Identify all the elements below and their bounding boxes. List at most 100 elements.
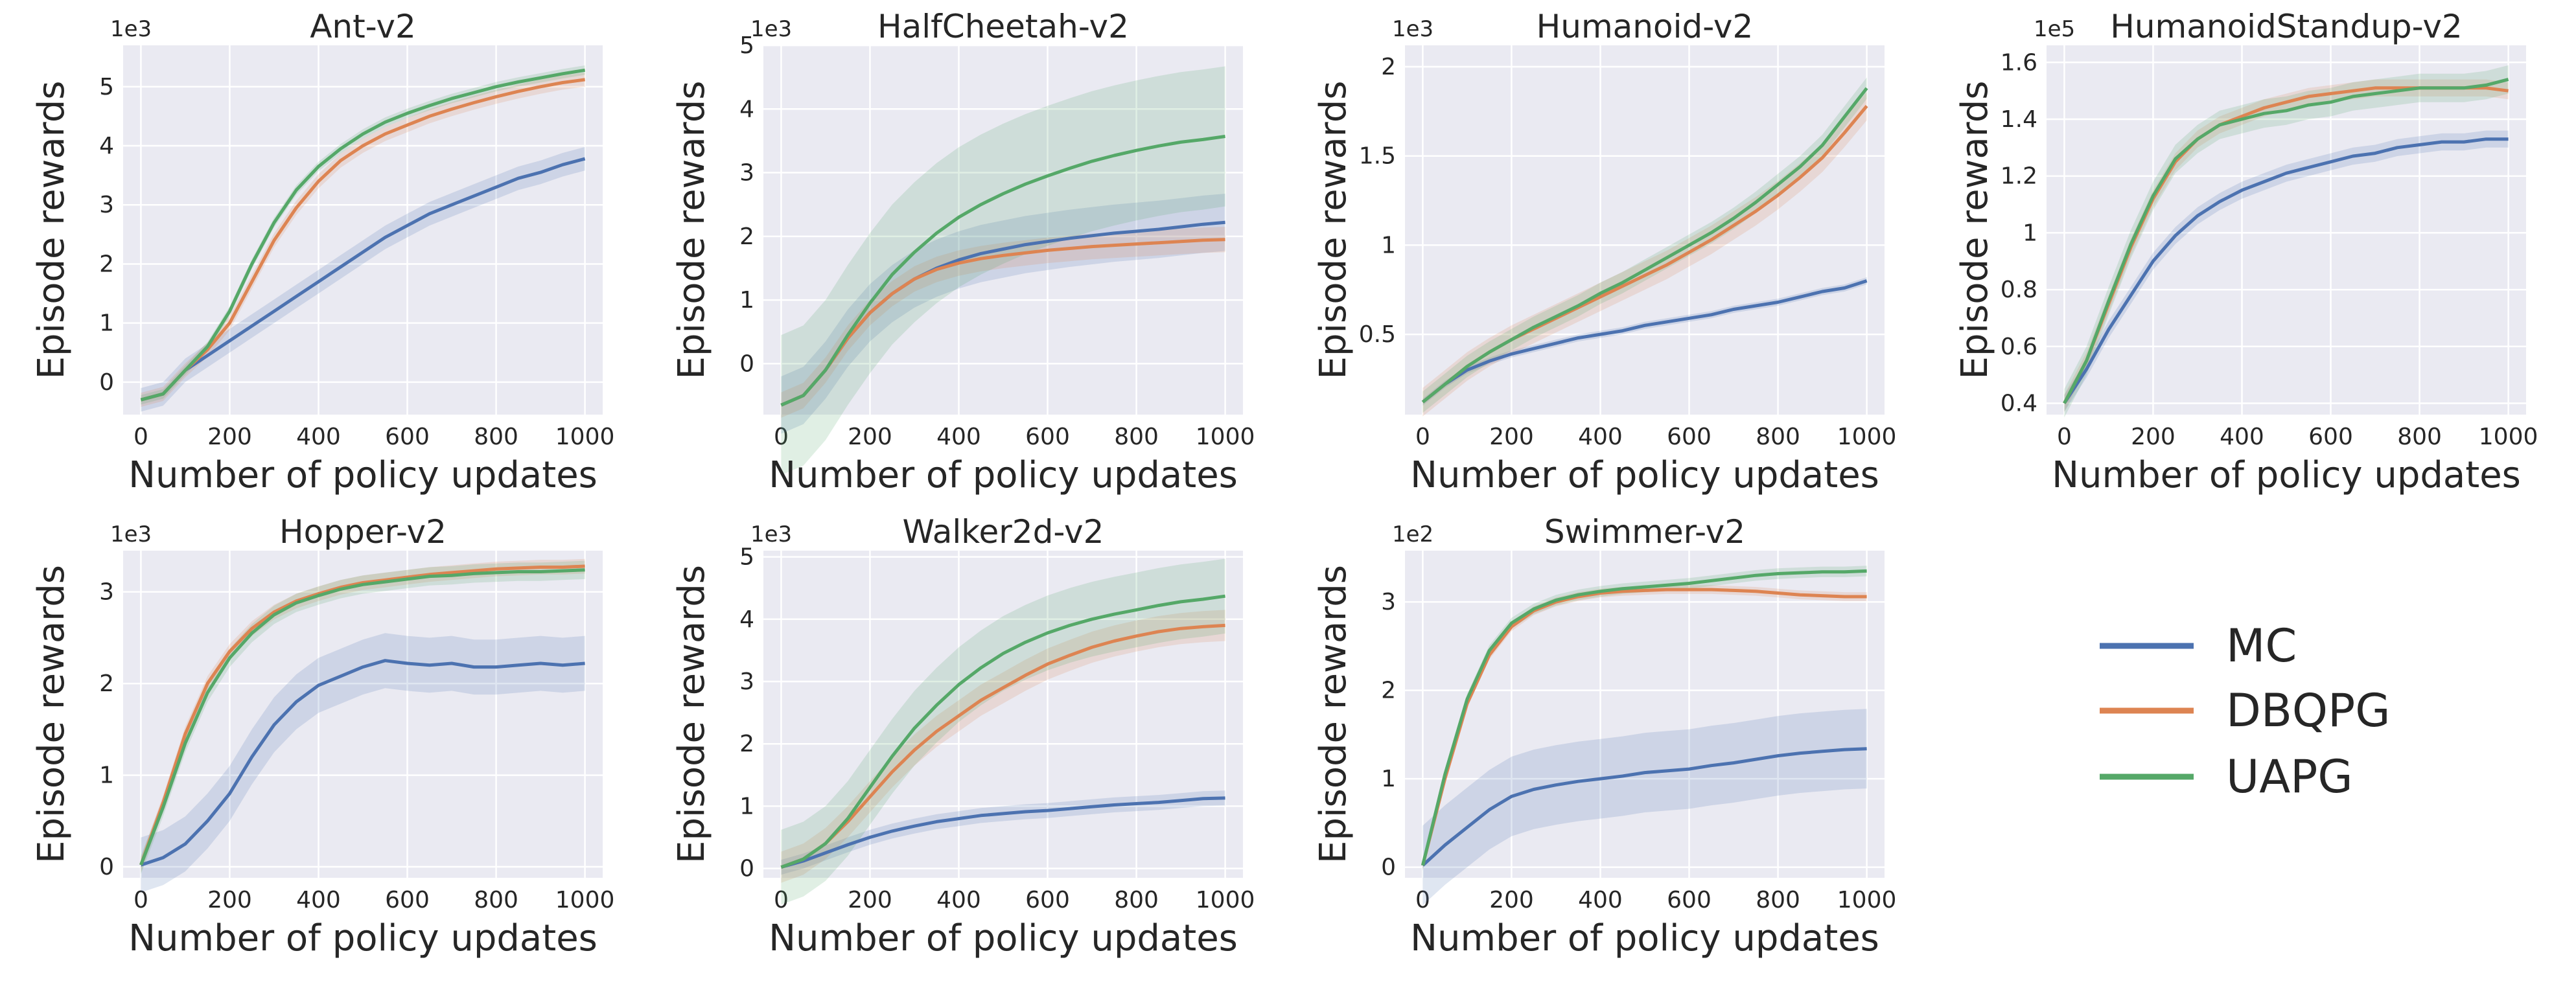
panel-halfcheetah-v2-x-tick-label: 400 — [936, 424, 981, 450]
panel-swimmer-v2-axis-exponent: 1e2 — [1392, 521, 1433, 547]
panel-ant-v2-y-tick-label: 1 — [99, 310, 114, 337]
panel-walker2d-v2-y-tick-label: 2 — [739, 731, 754, 757]
panel-halfcheetah-v2-x-tick-label: 1000 — [1196, 424, 1255, 450]
panel-ant-v2-x-tick-label: 200 — [207, 424, 252, 450]
panel-swimmer-v2-plot-area — [1405, 551, 1885, 878]
panel-hopper-v2-x-tick-label: 400 — [296, 887, 341, 913]
panel-walker2d-v2-band-mc — [781, 790, 1225, 875]
panel-hopper-v2-band-uapg — [141, 560, 585, 875]
panel-walker2d-v2-x-tick-label: 600 — [1025, 887, 1070, 913]
panel-walker2d-v2-line-mc — [780, 796, 1225, 869]
panel-walker2d-v2-y-tick-label: 3 — [739, 669, 754, 695]
panel-humanoid-v2-title: Humanoid-v2 — [1537, 8, 1754, 45]
panel-humanoid-v2-x-tick-label: 1000 — [1837, 424, 1897, 450]
panel-swimmer-v2: 0 200 400 600 800 1000 0 1 2 3 1e2 Swimmer-v2 Number… — [1312, 513, 1896, 959]
legend: MC DBQPG UAPG — [2100, 619, 2390, 803]
panel-halfcheetah-v2-band-dbqpg — [781, 227, 1225, 418]
panel-halfcheetah-v2-title: HalfCheetah-v2 — [877, 8, 1129, 45]
panel-humanoid-v2-x-tick-label: 0 — [1415, 424, 1430, 450]
panel-ant-v2-y-tick-label: 3 — [99, 192, 114, 218]
panel-humanoidstandup-v2-y-tick-label: 0.8 — [2001, 277, 2037, 303]
panel-halfcheetah-v2-y-tick-label: 3 — [739, 160, 754, 187]
panel-humanoid-v2-y-tick-label: 1 — [1381, 232, 1396, 258]
panel-humanoid-v2-x-tick-label: 800 — [1756, 424, 1800, 450]
panel-humanoid-v2: 0 200 400 600 800 1000 0.5 1 1.5 2 1e3 Humanoid-v2 N… — [1312, 8, 1896, 496]
panel-humanoidstandup-v2-axis-exponent: 1e5 — [2034, 16, 2075, 42]
panel-halfcheetah-v2-x-tick-label: 800 — [1114, 424, 1159, 450]
panel-swimmer-v2-x-tick-label: 600 — [1667, 887, 1712, 913]
panel-humanoidstandup-v2-x-tick-label: 1000 — [2479, 424, 2538, 450]
panel-halfcheetah-v2-y-tick-label: 5 — [739, 32, 754, 59]
panel-humanoidstandup-v2-y-tick-label: 1.4 — [2001, 106, 2037, 133]
panel-ant-v2-y-axis-label: Episode rewards — [30, 81, 73, 380]
panel-humanoidstandup-v2-line-uapg — [2063, 78, 2509, 404]
panel-halfcheetah-v2-band-mc — [781, 194, 1225, 434]
panel-humanoidstandup-v2-x-tick-label: 600 — [2308, 424, 2353, 450]
panel-hopper-v2-x-tick-label: 0 — [133, 887, 148, 913]
panel-humanoid-v2-x-tick-label: 400 — [1578, 424, 1623, 450]
panel-hopper-v2-y-tick-label: 2 — [99, 670, 114, 697]
panel-hopper-v2-axis-exponent: 1e3 — [110, 521, 152, 547]
panel-halfcheetah-v2-y-axis-label: Episode rewards — [671, 81, 713, 380]
panel-ant-v2-x-tick-label: 1000 — [555, 424, 615, 450]
panel-hopper-v2-x-tick-label: 200 — [207, 887, 252, 913]
panel-walker2d-v2-x-tick-label: 0 — [774, 887, 789, 913]
panel-humanoidstandup-v2-y-tick-label: 1.2 — [2001, 163, 2037, 190]
panel-ant-v2-title: Ant-v2 — [310, 8, 416, 45]
legend-label-dbqpg: DBQPG — [2226, 684, 2390, 737]
panel-hopper-v2-x-axis-label: Number of policy updates — [128, 917, 598, 959]
panel-halfcheetah-v2-axis-exponent: 1e3 — [750, 16, 792, 42]
panel-walker2d-v2-y-axis-label: Episode rewards — [671, 565, 713, 864]
panel-humanoidstandup-v2-y-tick-label: 1 — [2023, 220, 2037, 246]
panel-walker2d-v2-band-uapg — [781, 558, 1225, 905]
panel-walker2d-v2-y-tick-label: 5 — [739, 544, 754, 571]
panel-humanoidstandup-v2: 0 200 400 600 800 1000 0.4 0.6 0.8 1 1.2 1.4 1.6 1e5 H… — [1954, 8, 2538, 496]
panel-walker2d-v2-band-dbqpg — [781, 610, 1225, 883]
panel-halfcheetah-v2-band-uapg — [781, 66, 1225, 476]
panel-ant-v2-x-tick-label: 600 — [385, 424, 430, 450]
panel-swimmer-v2-title: Swimmer-v2 — [1544, 513, 1745, 551]
panel-walker2d-v2-y-tick-label: 1 — [739, 793, 754, 819]
panel-walker2d-v2-y-tick-label: 4 — [739, 606, 754, 633]
panel-hopper-v2-line-uapg — [139, 568, 585, 866]
panel-humanoidstandup-v2-y-tick-label: 0.6 — [2001, 334, 2037, 360]
panel-humanoidstandup-v2-y-tick-label: 1.6 — [2001, 49, 2037, 76]
panel-hopper-v2-x-tick-label: 1000 — [555, 887, 615, 913]
panel-walker2d-v2-x-tick-label: 200 — [848, 887, 892, 913]
panel-swimmer-v2-line-mc — [1421, 747, 1867, 867]
panel-halfcheetah-v2-x-tick-label: 0 — [774, 424, 789, 450]
panel-walker2d-v2-x-tick-label: 400 — [936, 887, 981, 913]
panel-halfcheetah-v2-x-tick-label: 200 — [848, 424, 892, 450]
panel-hopper-v2-x-tick-label: 600 — [385, 887, 430, 913]
panel-ant-v2-x-tick-label: 0 — [133, 424, 148, 450]
panel-humanoid-v2-line-uapg — [1421, 87, 1868, 404]
panel-humanoidstandup-v2-y-axis-label: Episode rewards — [1954, 81, 1996, 380]
panel-ant-v2-axis-exponent: 1e3 — [110, 16, 152, 42]
panel-humanoidstandup-v2-x-tick-label: 400 — [2220, 424, 2264, 450]
panel-swimmer-v2-y-tick-label: 0 — [1381, 854, 1396, 881]
panel-swimmer-v2-y-tick-label: 2 — [1381, 678, 1396, 704]
panel-humanoid-v2-axis-exponent: 1e3 — [1392, 16, 1433, 42]
panel-walker2d-v2-title: Walker2d-v2 — [903, 513, 1104, 551]
panel-humanoidstandup-v2-x-tick-label: 800 — [2397, 424, 2442, 450]
panel-hopper-v2-line-dbqpg — [139, 564, 585, 866]
panel-walker2d-v2-x-tick-label: 1000 — [1196, 887, 1255, 913]
panel-hopper-v2-title: Hopper-v2 — [279, 513, 447, 551]
panel-humanoid-v2-y-axis-label: Episode rewards — [1312, 81, 1354, 380]
panel-swimmer-v2-x-axis-label: Number of policy updates — [1410, 917, 1879, 959]
panel-walker2d-v2-line-dbqpg — [780, 623, 1225, 869]
panel-hopper-v2-line-mc — [140, 659, 585, 867]
panel-hopper-v2-y-tick-label: 1 — [99, 762, 114, 789]
panel-ant-v2-band-dbqpg — [141, 73, 585, 407]
panel-swimmer-v2-line-dbqpg — [1421, 588, 1867, 866]
panel-humanoidstandup-v2-title: HumanoidStandup-v2 — [2110, 8, 2462, 45]
panel-swimmer-v2-x-tick-label: 800 — [1756, 887, 1800, 913]
panel-swimmer-v2-line-uapg — [1421, 569, 1867, 866]
panel-walker2d-v2-x-axis-label: Number of policy updates — [769, 917, 1238, 959]
panel-hopper-v2-y-tick-label: 0 — [99, 854, 114, 880]
legend-label-mc: MC — [2226, 619, 2297, 672]
panel-swimmer-v2-x-tick-label: 200 — [1489, 887, 1534, 913]
